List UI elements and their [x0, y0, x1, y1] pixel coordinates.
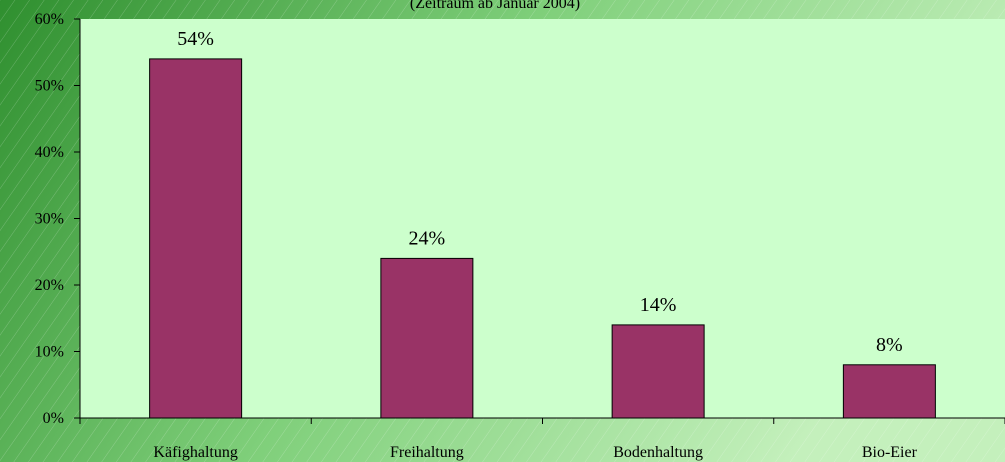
- y-tick-label: 40%: [35, 144, 64, 161]
- x-tick-label: Bodenhaltung: [613, 444, 703, 461]
- y-tick-label: 0%: [43, 410, 64, 427]
- y-tick-label: 10%: [35, 344, 64, 361]
- y-tick-label: 60%: [35, 11, 64, 28]
- bar: [611, 324, 705, 419]
- chart-subtitle: (Zeitraum ab Januar 2004): [410, 0, 580, 12]
- value-label: 24%: [409, 227, 446, 249]
- bar: [842, 364, 936, 419]
- value-label: 8%: [876, 334, 903, 356]
- y-tick-label: 30%: [35, 211, 64, 228]
- bar: [149, 58, 243, 419]
- y-tick-label: 20%: [35, 277, 64, 294]
- y-tick-label: 50%: [35, 78, 64, 95]
- x-tick-label: Käfighaltung: [153, 444, 237, 461]
- bar: [380, 257, 474, 419]
- value-label: 54%: [177, 28, 214, 50]
- x-tick-label: Freihaltung: [390, 444, 464, 461]
- value-label: 14%: [640, 294, 677, 316]
- x-tick-label: Bio-Eier: [862, 444, 918, 461]
